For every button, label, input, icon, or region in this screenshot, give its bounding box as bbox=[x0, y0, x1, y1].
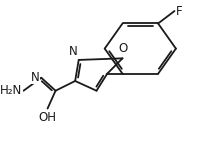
Text: N: N bbox=[31, 71, 40, 84]
Text: O: O bbox=[118, 42, 127, 55]
Text: N: N bbox=[69, 45, 78, 58]
Text: OH: OH bbox=[39, 111, 57, 124]
Text: H₂N: H₂N bbox=[0, 84, 23, 97]
Text: F: F bbox=[176, 5, 182, 17]
